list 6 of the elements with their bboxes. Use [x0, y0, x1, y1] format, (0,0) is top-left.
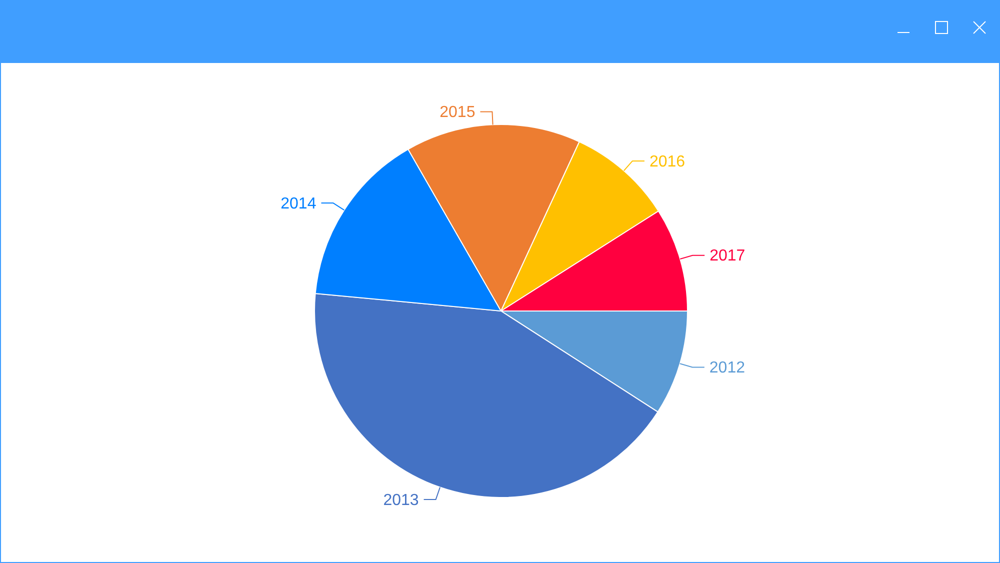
slice-label: 2014 [280, 195, 316, 212]
slice-label: 2015 [440, 104, 476, 122]
slice-label: 2017 [710, 248, 746, 265]
slice-label: 2012 [709, 360, 746, 377]
slice-label: 2013 [383, 492, 419, 509]
slice-label: 2016 [649, 153, 686, 170]
